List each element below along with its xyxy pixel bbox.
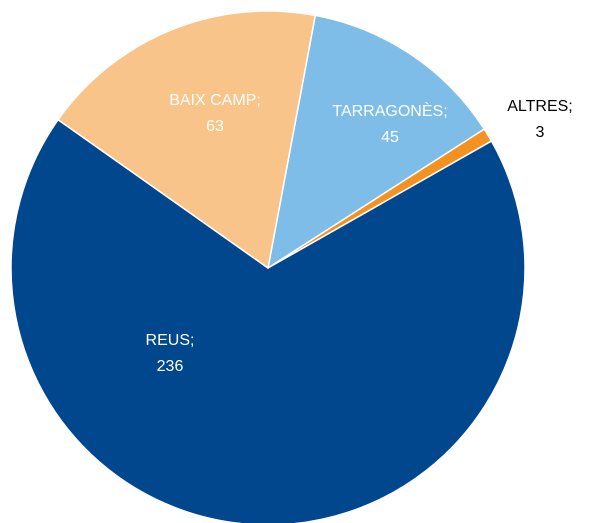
slice-label: TARRAGONÈS; [332,101,447,120]
pie-slice [57,10,317,270]
pie-slice [266,14,486,270]
slice-label: REUS; [146,332,195,349]
slice-value: 45 [381,129,399,146]
slice-label: BAIX CAMP; [169,92,261,109]
slice-label: ALTRES; [507,98,573,115]
slice-value: 236 [157,358,184,375]
slice-value: 3 [536,124,545,141]
slice-value: 63 [206,118,224,135]
pie-slice [10,118,526,523]
